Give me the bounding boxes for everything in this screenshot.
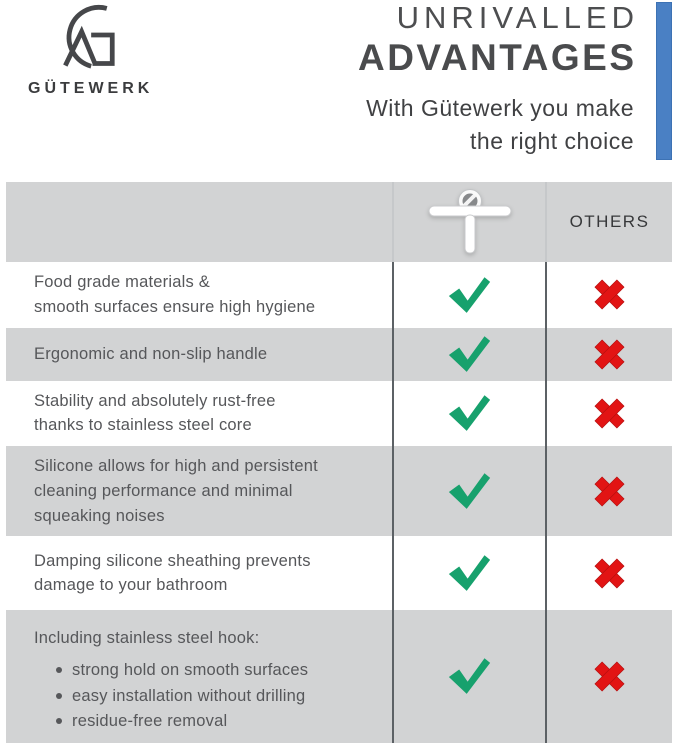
check-icon	[448, 658, 491, 695]
feature-text: Food grade materials & smooth surfaces e…	[34, 273, 316, 316]
table-row: Ergonomic and non-slip handle	[6, 327, 672, 381]
header-others-cell: OTHERS	[545, 182, 672, 262]
cross-icon	[594, 476, 625, 507]
gutewerk-cell	[392, 536, 545, 611]
feature-text: Stability and absolutely rust-free thank…	[34, 391, 276, 435]
check-icon	[448, 395, 491, 432]
gutewerk-cell	[392, 446, 545, 537]
comparison-table: OTHERS Food grade materials & smooth sur…	[6, 182, 672, 743]
gutewerk-cell	[392, 610, 545, 743]
header-section: GÜTEWERK UNRIVALLED ADVANTAGES With Güte…	[0, 0, 679, 182]
cross-icon	[594, 398, 625, 429]
headline-title-bold: ADVANTAGES	[357, 36, 637, 78]
header-feature-cell	[6, 182, 392, 262]
check-icon	[448, 336, 491, 372]
cross-icon	[594, 661, 625, 692]
others-label: OTHERS	[569, 212, 650, 231]
logo-w-stroke	[63, 25, 98, 67]
cross-icon	[594, 558, 625, 589]
squeegee-handle	[464, 214, 475, 254]
check-icon	[448, 276, 491, 313]
blue-accent-bar	[656, 2, 672, 160]
feature-text: Ergonomic and non-slip handle	[34, 344, 268, 363]
gutewerk-cell	[392, 327, 545, 381]
others-cell	[545, 262, 672, 328]
table-header-row: OTHERS	[6, 182, 672, 262]
headline-title-thin: UNRIVALLED	[396, 0, 639, 35]
table-row: Damping silicone sheathing prevents dama…	[6, 536, 672, 611]
header-gutewerk-cell	[392, 182, 545, 262]
cross-icon	[594, 338, 625, 370]
list-item: easy installation without drilling	[56, 684, 308, 710]
list-item: residue-free removal	[56, 709, 308, 735]
hook-strap	[461, 191, 478, 209]
others-cell	[545, 380, 672, 446]
logo-circle-arc	[66, 5, 108, 69]
others-cell	[545, 446, 672, 537]
table-row: Including stainless steel hook: strong h…	[6, 610, 672, 743]
logo-g-terminal	[91, 32, 115, 66]
feature-text: Including stainless steel hook:	[34, 629, 260, 648]
table-row: Stability and absolutely rust-free thank…	[6, 380, 672, 446]
check-icon	[448, 555, 491, 592]
feature-text: Damping silicone sheathing prevents dama…	[34, 551, 311, 595]
headline-block: UNRIVALLED ADVANTAGES With Gütewerk you …	[358, 0, 634, 158]
feature-bullet-list: strong hold on smooth surfaces easy inst…	[34, 658, 308, 735]
cross-icon	[594, 279, 625, 310]
check-icon	[448, 473, 491, 509]
others-cell	[545, 327, 672, 381]
squeegee-product-icon	[428, 189, 511, 254]
others-cell	[545, 610, 672, 743]
table-row: Silicone allows for high and persistent …	[6, 446, 672, 537]
headline-subtitle: With Gütewerk you make the right choice	[366, 95, 634, 154]
gutewerk-cell	[392, 262, 545, 328]
list-item: strong hold on smooth surfaces	[56, 658, 308, 684]
gutewerk-cell	[392, 380, 545, 446]
gutewerk-logo-icon	[63, 5, 115, 69]
others-cell	[545, 536, 672, 611]
table-row: Food grade materials & smooth surfaces e…	[6, 262, 672, 328]
brand-name: GÜTEWERK	[28, 80, 154, 97]
feature-text: Silicone allows for high and persistent …	[34, 457, 318, 525]
